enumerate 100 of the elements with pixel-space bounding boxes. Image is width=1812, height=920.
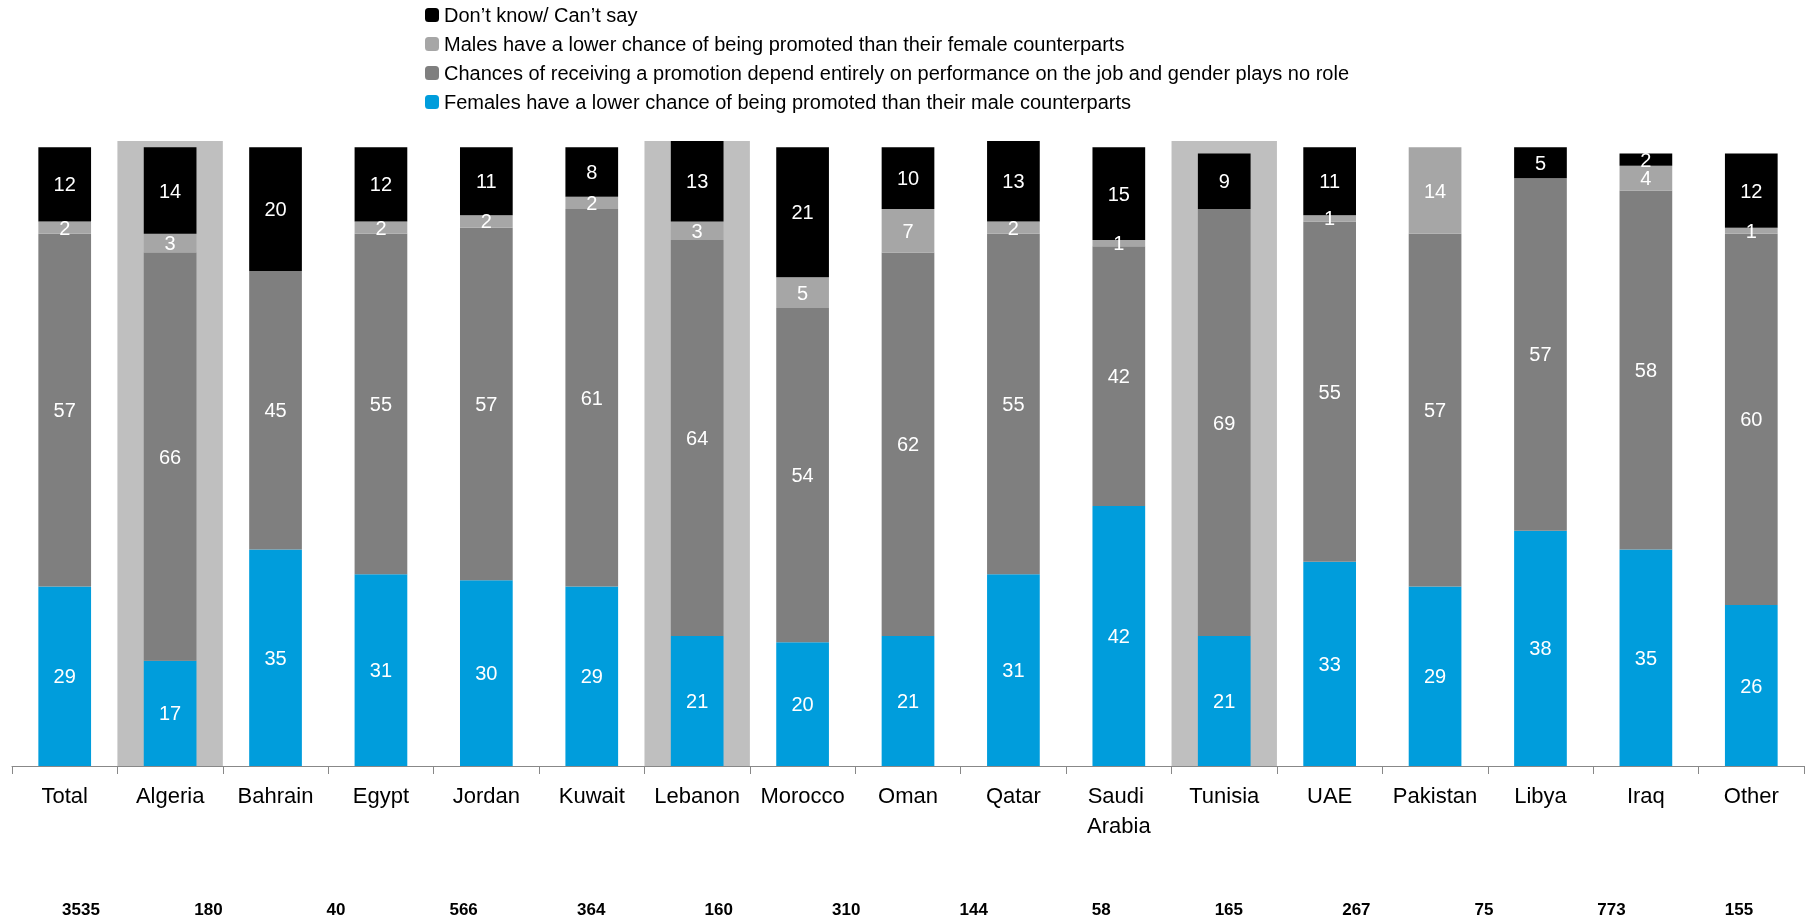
bar: [460, 147, 513, 216]
bar: [38, 147, 92, 222]
bar: [670, 221, 724, 241]
text: 40: [326, 899, 346, 919]
data-label: 42: [1107, 365, 1130, 388]
x-tick-label: Kuwait: [558, 782, 625, 808]
data-label: 9: [1218, 170, 1230, 193]
text: 165: [1214, 899, 1244, 919]
data-label: 29: [1423, 665, 1447, 688]
text: 180: [194, 899, 223, 919]
data-label: 57: [1529, 343, 1552, 366]
x-tick-label: Jordan: [452, 782, 520, 808]
data-label: 60: [1740, 408, 1763, 431]
x-tick-label: Libya: [1514, 782, 1568, 808]
data-label: 42: [1107, 625, 1130, 648]
bar: [776, 147, 829, 278]
data-label: 20: [791, 693, 814, 716]
bar: [987, 574, 1040, 766]
data-label: 55: [369, 392, 393, 415]
bar: [1724, 605, 1778, 766]
x-tick-label: Algeria: [135, 782, 206, 808]
x-tick-label: Other: [1723, 782, 1779, 808]
legend-label: Chances of receiving a promotion depend entirely on performance on the job and gender plays no role: [444, 62, 1350, 84]
data-label: 26: [1740, 674, 1763, 697]
bar: [881, 209, 935, 253]
bar: [565, 209, 619, 587]
data-label: 66: [158, 445, 182, 468]
bar: [670, 141, 724, 222]
data-label: 11: [475, 170, 497, 193]
data-label: 7: [902, 219, 914, 242]
data-label: 55: [1318, 380, 1341, 403]
data-label: 69: [1213, 411, 1236, 434]
data-label: 14: [158, 179, 182, 202]
data-label: 3: [691, 219, 703, 242]
bar: [1619, 165, 1673, 191]
bar: [249, 147, 302, 271]
data-label: 30: [475, 662, 498, 685]
x-tick-label: Lebanon: [654, 782, 740, 808]
bar: [776, 308, 829, 643]
x-tick-label: Morocco: [760, 782, 845, 808]
data-label: 58: [1634, 358, 1658, 381]
bar: [1303, 561, 1356, 766]
data-label: 64: [686, 427, 709, 450]
bar: [460, 227, 513, 581]
data-label: 10: [896, 167, 920, 190]
bar: [987, 233, 1040, 575]
bar: [565, 147, 619, 197]
data-label: 55: [1002, 392, 1025, 415]
text: 75: [1474, 899, 1494, 919]
x-tick-label: UAE: [1307, 782, 1353, 808]
bar: [1408, 586, 1462, 766]
data-label: 12: [369, 173, 393, 196]
bar: [143, 252, 197, 661]
x-tick-label: Total: [41, 782, 88, 808]
bar: [987, 221, 1040, 234]
bar: [1619, 549, 1673, 766]
bar: [38, 221, 92, 234]
text: 364: [576, 899, 606, 919]
data-label: 3: [164, 232, 176, 255]
bar: [987, 141, 1040, 222]
data-label: 2: [1007, 216, 1019, 239]
bar: [881, 147, 935, 210]
data-label: 57: [475, 392, 498, 415]
bar: [354, 147, 408, 222]
bar: [670, 240, 724, 637]
data-label: 57: [1423, 399, 1447, 422]
data-label: 12: [1740, 179, 1763, 202]
data-label: 57: [53, 399, 76, 422]
bar: [670, 636, 724, 766]
data-label: 2: [375, 216, 387, 239]
data-label: 29: [580, 665, 603, 688]
bar: [249, 549, 302, 766]
data-label: 2: [480, 210, 492, 233]
bar: [460, 215, 513, 228]
bar: [1092, 506, 1146, 766]
text: 566: [449, 899, 478, 919]
bar: [354, 233, 408, 575]
data-label: 21: [791, 201, 814, 224]
data-label: 5: [797, 281, 809, 304]
data-label: 21: [1213, 690, 1236, 713]
data-label: 35: [1634, 646, 1658, 669]
legend-label: Don’t know/ Can’t say: [444, 4, 638, 26]
x-tick-label: Tunisia: [1189, 782, 1261, 808]
data-label: 61: [580, 386, 603, 409]
bar: [1514, 530, 1567, 766]
text: 58: [1091, 899, 1111, 919]
data-label: 21: [896, 690, 920, 713]
bar: [38, 233, 92, 587]
legend-label: Females have a lower chance of being promoted than their male counterparts: [444, 91, 1132, 113]
bar: [1619, 153, 1673, 166]
bar: [1619, 190, 1673, 550]
x-tick-label: Bahrain: [237, 782, 314, 808]
bar: [249, 270, 302, 550]
data-label: 13: [686, 170, 709, 193]
x-tick-label: Iraq: [1626, 782, 1665, 808]
data-label: 33: [1318, 652, 1341, 675]
bar: [354, 221, 408, 234]
data-label: 13: [1002, 170, 1025, 193]
data-label: 12: [53, 173, 76, 196]
data-label: 35: [264, 646, 287, 669]
